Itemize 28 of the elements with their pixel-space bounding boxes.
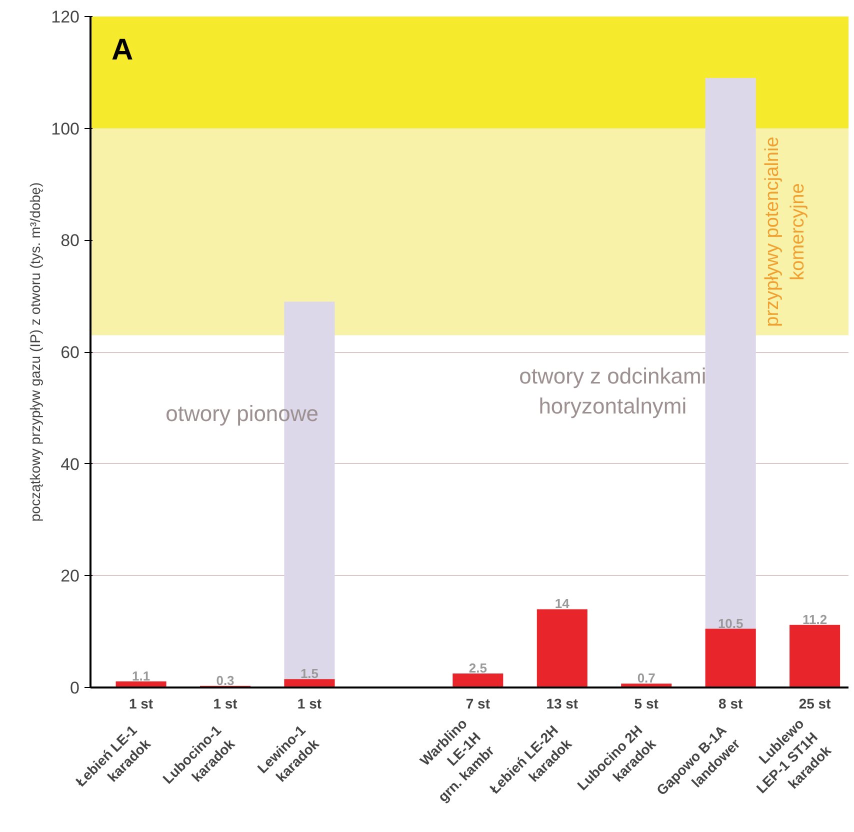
data-label: 11.2 (802, 612, 828, 627)
text: 1 st (297, 696, 322, 712)
y-tick-label: 80 (60, 231, 80, 250)
y-axis-title: początkowy przypływ gazu (IP) z otworu (tys. m³/dobę) (27, 182, 44, 522)
y-tick-label: 120 (51, 8, 80, 26)
data-label: 1.1 (132, 668, 150, 684)
y-tick-label: 60 (60, 343, 80, 362)
annotation: otwory z odcinkami horyzontalnymi (519, 364, 706, 419)
text: 8 st (718, 696, 743, 712)
text: 1 st (213, 696, 238, 712)
y-tick-label: 20 (60, 566, 80, 586)
data-label: 2.5 (468, 660, 487, 676)
data-label: 0.3 (216, 672, 234, 688)
y-tick-label: 40 (60, 454, 80, 474)
annotation: A (112, 33, 134, 66)
annotation: otwory pionowe (166, 401, 319, 426)
text: 1 st (128, 696, 154, 712)
text: 7 st (466, 696, 490, 712)
data-label: 14 (554, 596, 570, 612)
data-label: 0.7 (637, 670, 656, 686)
band-label: przypływy potencjalnie komercyjne (762, 136, 808, 327)
y-tick-label: 0 (70, 678, 80, 698)
y-tick-label: 100 (51, 119, 80, 138)
text: 5 st (634, 696, 659, 712)
text: 25 st (798, 696, 832, 712)
data-label: 1.5 (300, 666, 319, 682)
data-label: 10.5 (718, 616, 744, 631)
text: 13 st (546, 696, 578, 712)
